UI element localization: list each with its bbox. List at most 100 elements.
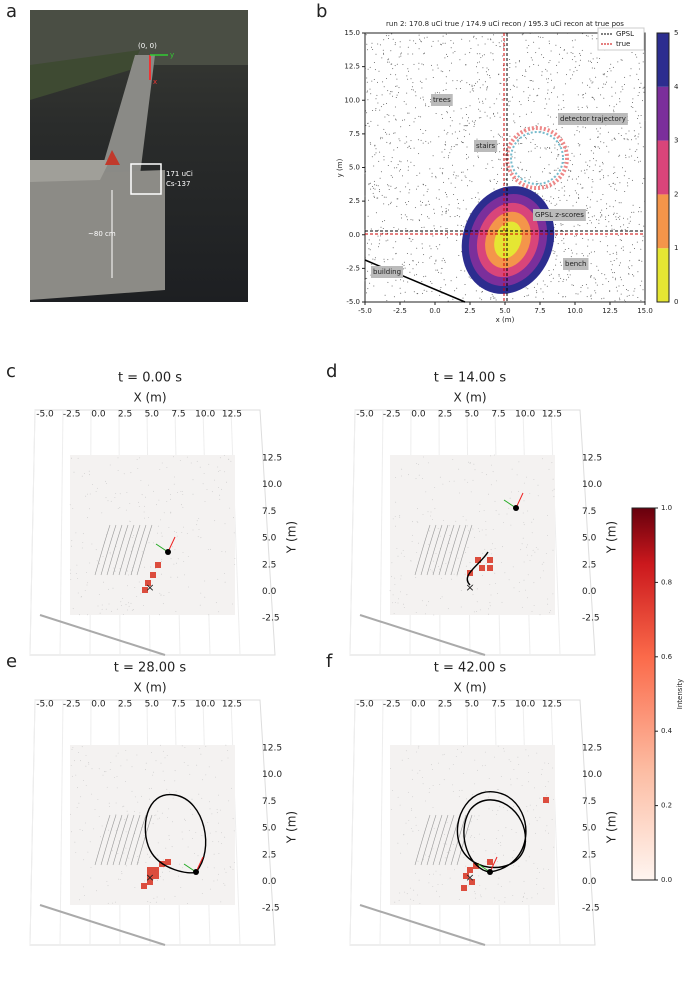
point-cloud [156, 896, 158, 898]
point-cloud [468, 156, 469, 158]
point-cloud [447, 157, 449, 159]
point-cloud [162, 879, 164, 881]
panel-label: b [316, 1, 327, 22]
x-tick-label: -5.0 [36, 700, 54, 710]
point-cloud [636, 56, 638, 58]
point-cloud [558, 275, 560, 277]
point-cloud [81, 746, 83, 748]
point-cloud [115, 802, 117, 804]
point-cloud [476, 81, 478, 83]
point-cloud [168, 488, 170, 490]
point-cloud [411, 769, 413, 771]
point-cloud [174, 549, 176, 551]
point-cloud [528, 45, 530, 46]
point-cloud [498, 143, 500, 144]
point-cloud [558, 292, 560, 294]
point-cloud [443, 520, 444, 521]
point-cloud [421, 63, 423, 65]
point-cloud [401, 263, 403, 265]
point-cloud [590, 251, 592, 253]
point-cloud [576, 192, 577, 194]
point-cloud [544, 147, 546, 149]
point-cloud [170, 511, 172, 513]
colorbar [631, 507, 656, 881]
point-cloud [458, 468, 460, 470]
point-cloud [586, 207, 588, 209]
point-cloud [223, 883, 225, 884]
point-cloud [72, 608, 74, 610]
point-cloud [599, 170, 601, 172]
point-cloud [582, 238, 584, 239]
point-cloud [504, 901, 506, 903]
point-cloud [496, 814, 497, 815]
point-cloud [107, 885, 109, 887]
point-cloud [557, 167, 559, 169]
point-cloud [422, 514, 424, 515]
point-cloud [543, 561, 545, 563]
point-cloud [620, 91, 622, 93]
y-tick-label: 10.0 [582, 480, 602, 490]
point-cloud [515, 832, 517, 833]
point-cloud [201, 797, 203, 799]
heat-cell [467, 867, 473, 873]
point-cloud [174, 895, 176, 897]
point-cloud [435, 177, 437, 179]
point-cloud [153, 771, 154, 773]
point-cloud [554, 251, 556, 253]
point-cloud [593, 215, 595, 217]
point-cloud [84, 473, 85, 474]
point-cloud [539, 36, 541, 38]
point-cloud [88, 763, 90, 765]
point-cloud [628, 156, 630, 158]
y-axis-label: Y (m) [285, 811, 299, 844]
point-cloud [561, 240, 563, 242]
point-cloud [547, 114, 549, 116]
point-cloud [109, 806, 110, 807]
point-cloud [458, 255, 460, 256]
point-cloud [424, 204, 426, 206]
point-cloud [601, 273, 603, 275]
point-cloud [388, 185, 390, 187]
point-cloud [596, 128, 598, 130]
point-cloud [475, 196, 476, 198]
point-cloud [390, 203, 392, 205]
point-cloud [591, 96, 593, 98]
point-cloud [521, 785, 523, 786]
point-cloud [368, 248, 370, 250]
point-cloud [205, 745, 207, 747]
point-cloud [422, 142, 424, 144]
point-cloud [407, 791, 409, 793]
point-cloud [602, 283, 604, 285]
point-cloud [391, 33, 393, 35]
point-cloud [224, 836, 226, 838]
point-cloud [542, 291, 544, 293]
point-cloud [444, 57, 446, 59]
point-cloud [213, 880, 215, 882]
point-cloud [159, 614, 160, 616]
point-cloud [441, 884, 443, 885]
point-cloud [182, 838, 184, 840]
point-cloud [392, 518, 394, 520]
point-cloud [580, 170, 582, 172]
point-cloud [71, 748, 73, 750]
point-cloud [366, 91, 368, 93]
point-cloud [428, 601, 429, 603]
point-cloud [221, 488, 223, 490]
point-cloud [452, 764, 454, 765]
point-cloud [445, 212, 447, 214]
point-cloud [530, 150, 532, 152]
point-cloud [619, 154, 621, 156]
point-cloud [517, 166, 519, 168]
point-cloud [190, 462, 192, 464]
point-cloud [611, 95, 613, 97]
point-cloud [422, 478, 423, 479]
point-cloud [134, 811, 135, 812]
point-cloud [226, 481, 228, 483]
point-cloud [452, 791, 454, 792]
point-cloud [395, 501, 397, 503]
point-cloud [533, 518, 534, 520]
point-cloud [518, 61, 520, 63]
point-cloud [367, 288, 369, 290]
point-cloud [131, 609, 133, 611]
